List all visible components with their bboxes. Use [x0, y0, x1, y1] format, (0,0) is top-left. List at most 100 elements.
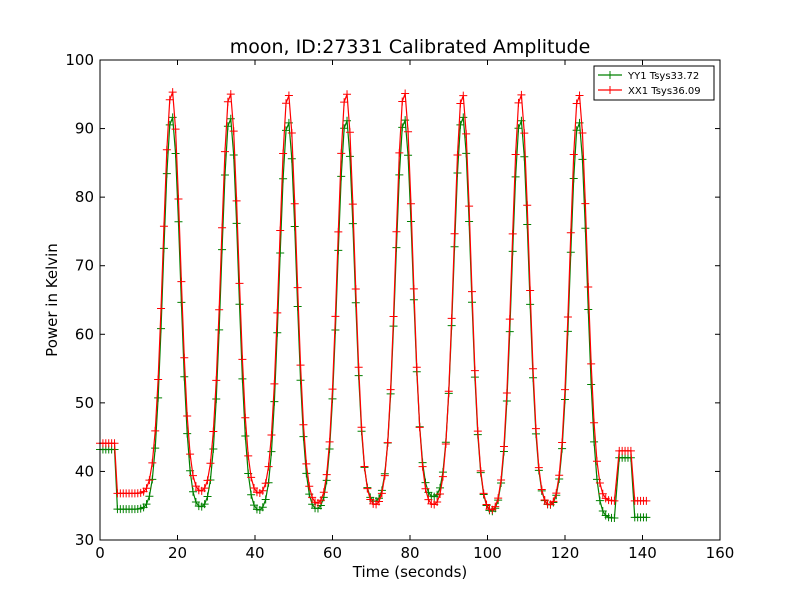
data-point-marker [555, 471, 564, 480]
data-point-marker [270, 379, 279, 388]
data-point-marker [244, 451, 253, 460]
data-point-marker [626, 446, 635, 455]
data-point-marker [523, 201, 532, 210]
data-point-marker [334, 227, 343, 236]
data-point-marker [151, 426, 160, 435]
data-point-marker [305, 482, 314, 491]
data-point-marker [215, 325, 224, 334]
data-point-marker [456, 99, 465, 108]
data-point-marker [418, 462, 427, 471]
data-point-marker [479, 489, 488, 498]
data-point-marker [232, 196, 241, 205]
data-point-marker [438, 472, 447, 481]
data-point-marker [293, 302, 302, 311]
data-point-marker [459, 91, 468, 100]
data-point-marker [165, 95, 174, 104]
data-point-marker [398, 123, 407, 132]
data-point-marker [433, 497, 442, 506]
data-point-marker [203, 492, 212, 501]
data-point-marker [595, 496, 604, 505]
data-point-marker [360, 462, 369, 471]
data-point-marker [642, 496, 651, 505]
data-point-marker [563, 312, 572, 321]
data-point-marker [514, 124, 523, 133]
series-xx1 [96, 88, 651, 514]
data-point-marker [223, 97, 232, 106]
data-point-marker [273, 308, 282, 317]
data-point-marker [308, 493, 317, 502]
data-point-marker [459, 113, 468, 122]
x-tick-label: 40 [245, 544, 264, 562]
data-point-marker [598, 489, 607, 498]
data-point-marker [354, 363, 363, 372]
data-point-marker [375, 497, 383, 506]
data-point-marker [226, 90, 235, 99]
data-point-marker [540, 496, 549, 505]
data-point-marker [241, 413, 250, 422]
data-point-marker [284, 91, 293, 100]
data-point-marker [209, 444, 218, 453]
data-point-marker [220, 147, 229, 156]
y-tick-label: 40 [75, 462, 94, 480]
data-point-marker [238, 355, 247, 364]
data-point-marker [436, 490, 445, 499]
data-point-marker [299, 420, 308, 429]
data-point-marker [343, 116, 352, 125]
x-tick-label: 20 [168, 544, 187, 562]
data-point-marker [270, 397, 279, 406]
x-tick-label: 60 [323, 544, 342, 562]
data-point-marker [157, 324, 166, 333]
data-point-marker [302, 469, 311, 478]
data-point-marker [212, 394, 221, 403]
legend: YY1 Tsys33.72 XX1 Tsys36.09 [593, 65, 715, 101]
data-point-marker [200, 484, 209, 493]
data-point-marker [575, 91, 584, 100]
legend-label: YY1 Tsys33.72 [627, 71, 699, 82]
data-point-marker [552, 489, 561, 498]
data-point-marker [534, 463, 543, 472]
data-point-marker [587, 380, 596, 389]
chart-title: moon, ID:27331 Calibrated Amplitude [230, 36, 591, 58]
y-tick-label: 70 [75, 257, 94, 275]
data-point-marker [232, 219, 241, 228]
data-point-marker [215, 305, 224, 314]
series-layer [96, 88, 651, 522]
data-point-marker [526, 286, 535, 295]
data-point-marker [357, 423, 366, 432]
data-point-marker [377, 489, 386, 498]
data-point-marker [247, 490, 256, 499]
y-tick-label: 60 [75, 325, 94, 343]
data-point-marker [168, 88, 177, 97]
data-point-marker [267, 431, 276, 440]
data-point-marker [183, 429, 192, 438]
data-point-marker [406, 199, 415, 208]
data-point-marker [209, 427, 218, 436]
data-point-marker [473, 427, 482, 436]
data-point-marker [165, 120, 174, 129]
data-point-marker [258, 503, 267, 512]
y-tick-label: 90 [75, 120, 94, 138]
data-point-marker [247, 473, 256, 482]
data-point-marker [171, 149, 180, 158]
y-tick-label: 30 [75, 531, 94, 549]
data-point-marker [180, 353, 189, 362]
data-point-marker [191, 498, 200, 507]
data-point-marker [520, 152, 529, 161]
data-point-marker [191, 482, 200, 491]
data-point-marker [142, 500, 151, 509]
data-point-marker [511, 172, 520, 181]
data-point-marker [343, 90, 352, 99]
data-point-marker [261, 495, 270, 504]
data-point-marker [162, 169, 171, 178]
x-axis-label: Time (seconds) [352, 563, 468, 581]
x-tick-label: 160 [706, 544, 735, 562]
data-point-marker [186, 450, 195, 459]
data-point-marker [159, 222, 168, 231]
data-point-marker [235, 300, 244, 309]
data-point-marker [293, 283, 302, 292]
data-point-marker [447, 314, 456, 323]
tick-layer: 0 20 40 60 80 100 120 140 160 30 40 50 60 70 80 90 100 [65, 51, 734, 562]
data-point-marker [250, 483, 259, 492]
data-point-marker [264, 462, 273, 471]
data-point-marker [267, 447, 276, 456]
